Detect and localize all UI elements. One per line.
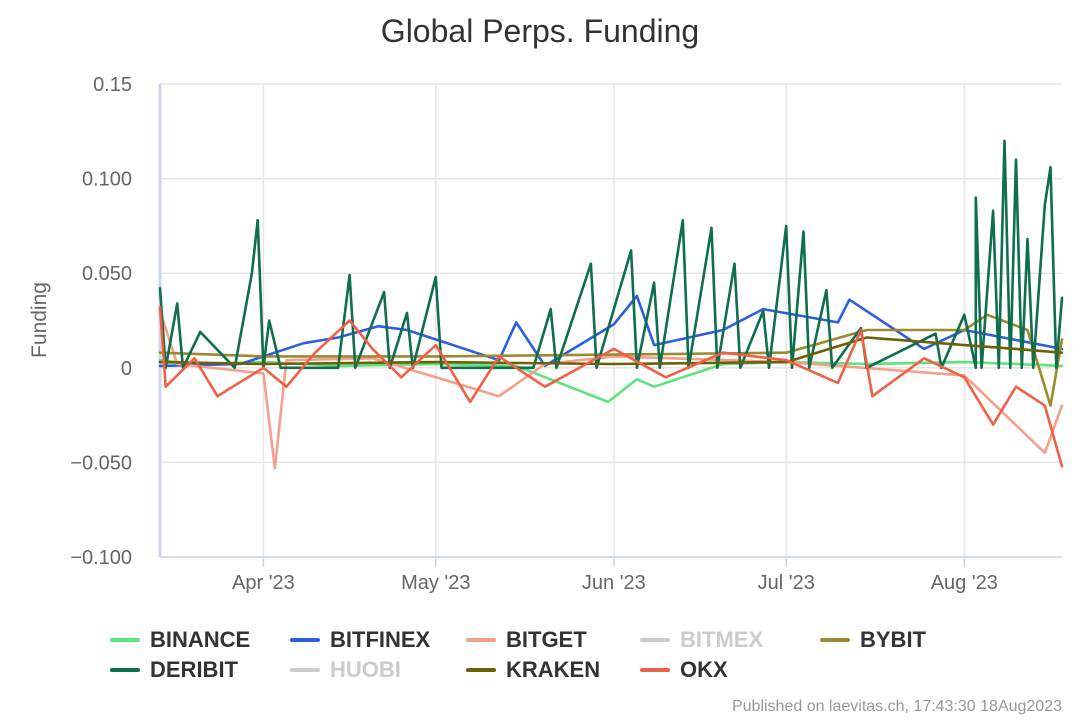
series-line-bitfinex xyxy=(158,294,1064,368)
legend-label: HUOBI xyxy=(330,657,401,682)
y-tick-label: 0.15 xyxy=(93,74,132,96)
series-line-kraken xyxy=(158,336,1064,366)
legend-item-binance[interactable]: BINANCE xyxy=(110,626,250,654)
y-axis-label: Funding xyxy=(28,282,51,358)
legend-item-okx[interactable]: OKX xyxy=(640,656,728,684)
series-line-bitget xyxy=(158,309,1064,470)
legend-label: BITMEX xyxy=(680,627,764,652)
legend-swatch xyxy=(290,668,320,672)
x-tick-label: Jul '23 xyxy=(758,572,815,594)
legend-label: BINANCE xyxy=(150,627,251,652)
y-tick-label: −0.050 xyxy=(70,452,132,474)
legend-swatch xyxy=(290,638,320,642)
legend-item-kraken[interactable]: KRAKEN xyxy=(466,656,600,684)
axes: 0.15 0.100 0.050 0 −0.050 −0.100 Apr '23 May '2… xyxy=(70,74,1062,594)
legend-swatch xyxy=(820,638,850,642)
series-line-okx xyxy=(158,306,1064,468)
series-line-deribit xyxy=(158,139,1064,370)
published-credit: Published on laevitas.ch, 17:43:30 18Aug… xyxy=(731,698,1062,715)
legend-item-bitfinex[interactable]: BITFINEX xyxy=(290,626,430,654)
legend-swatch xyxy=(110,638,140,642)
y-tick-label: −0.100 xyxy=(70,547,132,569)
legend-label: DERIBIT xyxy=(150,657,238,682)
legend-label: KRAKEN xyxy=(506,657,601,682)
x-tick-label: Apr '23 xyxy=(232,572,295,594)
x-tick-label: Jun '23 xyxy=(582,572,646,594)
legend-swatch xyxy=(640,638,670,642)
legend-item-bybit[interactable]: BYBIT xyxy=(820,626,926,654)
chart-title: Global Perps. Funding xyxy=(381,13,699,49)
y-tick-label: 0.100 xyxy=(82,169,132,191)
y-tick-label: 0.050 xyxy=(82,263,132,285)
legend-label: BYBIT xyxy=(860,627,926,652)
y-tick-label: 0 xyxy=(121,358,132,380)
legend-item-huobi[interactable]: HUOBI xyxy=(290,656,401,684)
series-line-binance xyxy=(158,358,1064,404)
x-tick-label: May '23 xyxy=(401,572,470,594)
legend-swatch xyxy=(466,668,496,672)
series-lines xyxy=(158,139,1064,470)
legend-item-bitget[interactable]: BITGET xyxy=(466,626,587,654)
legend-item-deribit[interactable]: DERIBIT xyxy=(110,656,238,684)
legend-swatch xyxy=(640,668,670,672)
legend-label: OKX xyxy=(680,657,728,682)
legend-swatch xyxy=(466,638,496,642)
legend-label: BITFINEX xyxy=(330,627,431,652)
x-tick-label: Aug '23 xyxy=(931,572,998,594)
legend-item-bitmex[interactable]: BITMEX xyxy=(640,626,763,654)
legend-swatch xyxy=(110,668,140,672)
legend-label: BITGET xyxy=(506,627,587,652)
